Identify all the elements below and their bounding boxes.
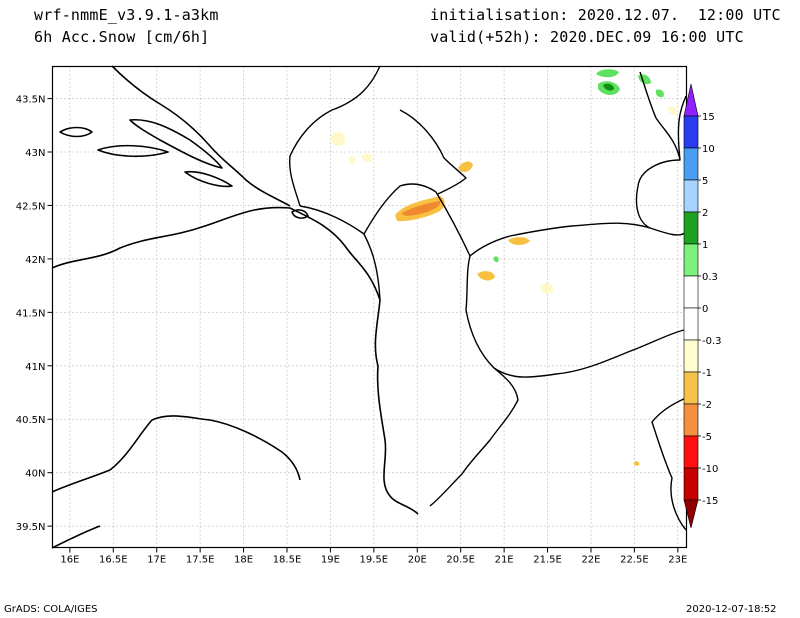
y-tick-label: 42.5N <box>16 201 46 212</box>
colorbar-swatch <box>683 147 699 181</box>
y-tick-label: 42N <box>25 255 45 266</box>
italy-coast <box>51 415 301 493</box>
island-5 <box>111 65 291 207</box>
grid-lines <box>47 66 687 553</box>
colorbar-label: -2 <box>702 400 712 411</box>
colorbar-label: 5 <box>702 176 708 187</box>
x-tick-label: 16E <box>60 555 79 566</box>
snow-area-green-1 <box>596 69 619 78</box>
x-tick-label: 20E <box>408 555 427 566</box>
border-alb-gre <box>429 367 519 507</box>
border-bih-mne <box>288 65 381 207</box>
colorbar-label: 0.3 <box>702 272 718 283</box>
snow-area-lightyellow-2 <box>362 153 373 163</box>
border-srb-west <box>399 109 467 195</box>
colorbar-swatch <box>683 275 699 309</box>
map-frame <box>51 65 688 549</box>
snow-area-lightyellow-5 <box>668 106 677 115</box>
border-kosovo <box>435 191 495 369</box>
snow-area-green-5 <box>493 256 499 263</box>
colorbar: 15 10 5 2 1 0.3 0 -0.3 -1 -2 -5 -10 -15 <box>683 83 722 529</box>
country-borders <box>288 65 687 531</box>
footer-timestamp: 2020-12-07-18:52 <box>686 604 777 615</box>
snow-area-green-3 <box>638 74 651 85</box>
x-tick-label: 16.5E <box>99 555 128 566</box>
colorbar-swatch <box>683 307 699 341</box>
snow-area-lightyellow-1 <box>330 132 346 147</box>
model-name: wrf-nmmE_v3.9.1-a3km <box>34 6 219 24</box>
colorbar-label: -0.3 <box>702 336 722 347</box>
valid-time: valid(+52h): 2020.DEC.09 16:00 UTC <box>430 28 744 46</box>
x-tick-label: 20.5E <box>446 555 475 566</box>
y-tick-label: 41N <box>25 362 45 373</box>
y-tick-label: 39.5N <box>16 522 46 533</box>
island-4 <box>184 170 233 188</box>
y-tick-label: 41.5N <box>16 308 46 319</box>
y-tick-label: 43.5N <box>16 95 46 106</box>
colorbar-swatch <box>683 435 699 469</box>
colorbar-label: 2 <box>702 208 708 219</box>
field-name: 6h Acc.Snow [cm/6h] <box>34 28 210 46</box>
adriatic-coast-north <box>51 206 419 515</box>
colorbar-label: -10 <box>702 464 718 475</box>
colorbar-label: 10 <box>702 144 715 155</box>
island-3 <box>129 118 223 169</box>
colorbar-swatch <box>683 211 699 245</box>
x-tick-label: 23E <box>668 555 687 566</box>
colorbar-swatch <box>683 467 699 501</box>
x-tick-label: 22.5E <box>620 555 649 566</box>
snow-area-darkorange-1 <box>402 201 441 216</box>
island-1 <box>59 126 93 138</box>
colorbar-label: -15 <box>702 496 718 507</box>
x-tick-label: 17.5E <box>186 555 215 566</box>
border-alb-north <box>363 233 381 301</box>
snow-area-orange-4 <box>508 237 530 245</box>
x-tick-label: 19.5E <box>360 555 389 566</box>
snow-area-darkgreen-1 <box>603 83 614 91</box>
x-axis-labels: 16E 16.5E 17E 17.5E 18E 18.5E 19E 19.5E 20E 20.5E… <box>60 555 687 566</box>
island-2 <box>97 144 169 158</box>
border-kosovo-east <box>469 222 687 257</box>
x-tick-label: 18.5E <box>273 555 302 566</box>
y-tick-label: 40N <box>25 469 45 480</box>
coastlines <box>51 65 419 549</box>
snow-area-orange-5 <box>633 461 640 466</box>
colorbar-label: -5 <box>702 432 712 443</box>
colorbar-label: 0 <box>702 304 708 315</box>
footer-software: GrADS: COLA/IGES <box>4 604 98 615</box>
colorbar-swatch <box>683 371 699 405</box>
colorbar-label: -1 <box>702 368 712 379</box>
snow-areas <box>330 69 677 466</box>
snow-area-orange-3 <box>477 271 495 281</box>
x-tick-label: 21E <box>495 555 514 566</box>
x-tick-label: 17E <box>147 555 166 566</box>
snow-area-lightyellow-3 <box>348 156 356 165</box>
colorbar-tip-bottom <box>683 499 699 529</box>
colorbar-swatch <box>683 339 699 373</box>
colorbar-swatch <box>683 179 699 213</box>
colorbar-swatch <box>683 243 699 277</box>
colorbar-label: 1 <box>702 240 708 251</box>
snow-area-lightyellow-4 <box>540 283 554 294</box>
snow-area-green-4 <box>655 89 664 98</box>
snow-area-orange-2 <box>458 161 473 172</box>
y-tick-label: 40.5N <box>16 415 46 426</box>
x-tick-label: 19E <box>321 555 340 566</box>
aegean-coast <box>651 397 687 531</box>
border-mkd-south <box>493 329 685 378</box>
colorbar-swatch <box>683 403 699 437</box>
border-mne-alb <box>299 183 437 235</box>
x-tick-label: 22E <box>581 555 600 566</box>
colorbar-label: 15 <box>702 112 715 123</box>
border-srb-bgr-2 <box>677 95 687 161</box>
island-6 <box>291 209 309 219</box>
x-tick-label: 18E <box>234 555 253 566</box>
x-tick-label: 21.5E <box>533 555 562 566</box>
y-tick-label: 43N <box>25 148 45 159</box>
y-axis-labels: 43.5N 43N 42.5N 42N 41.5N 41N 40.5N 40N 39.5N <box>16 95 46 534</box>
colorbar-swatch <box>683 115 699 149</box>
init-time: initialisation: 2020.12.07. 12:00 UTC <box>430 6 781 24</box>
italy-coast-south <box>51 525 101 549</box>
